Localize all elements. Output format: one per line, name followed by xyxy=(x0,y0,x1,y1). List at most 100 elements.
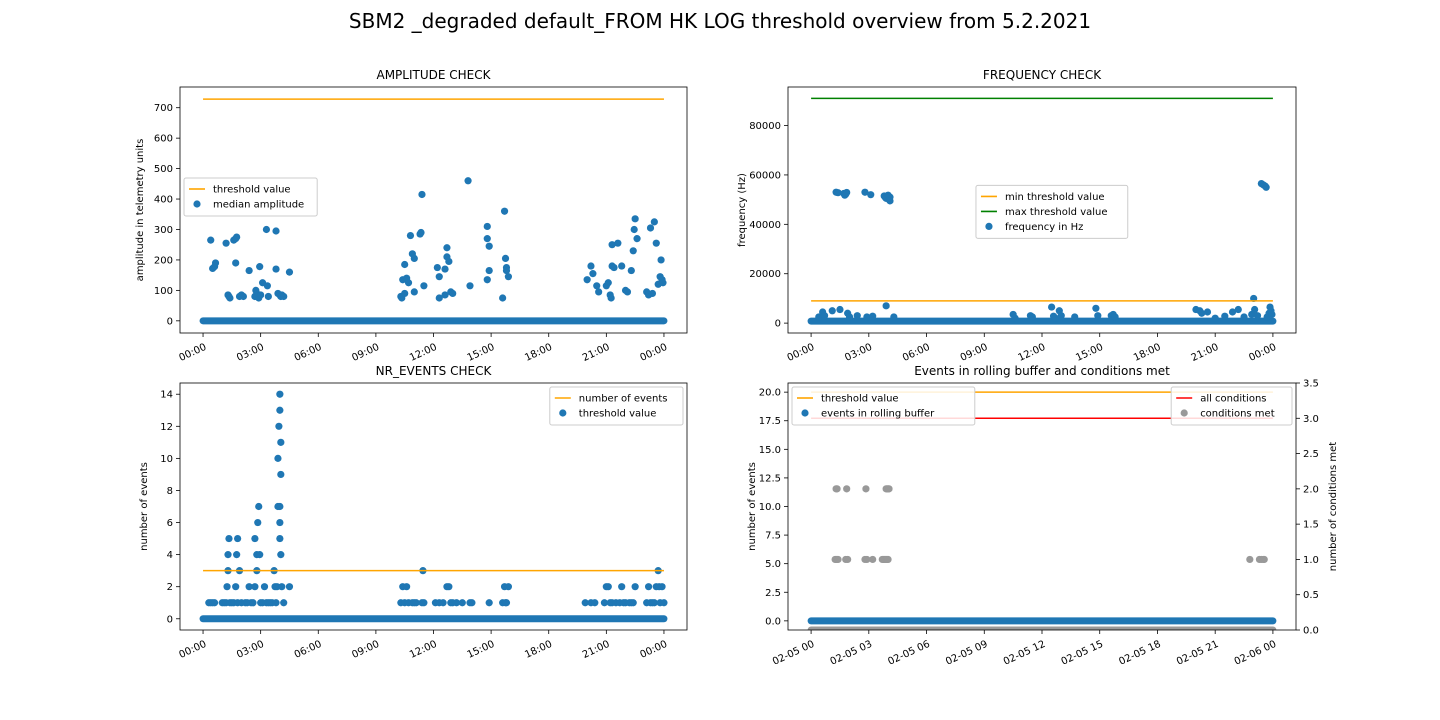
legend-label: all conditions xyxy=(1200,394,1266,405)
legend: threshold value events in rolling buffer xyxy=(791,386,976,426)
y-tick-label: 10.0 xyxy=(759,502,781,513)
data-point xyxy=(401,260,409,269)
legend-label: threshold value xyxy=(579,409,657,420)
data-point xyxy=(836,305,844,314)
y-tick-label: 200 xyxy=(154,255,173,266)
y-tick-label: 700 xyxy=(154,103,173,114)
data-point xyxy=(264,292,272,301)
data-point xyxy=(483,276,491,284)
data-point xyxy=(255,502,263,511)
data-point xyxy=(223,583,231,591)
x-tick-label: 12:00 xyxy=(408,342,439,364)
data-point xyxy=(833,485,841,493)
data-point xyxy=(501,254,510,263)
data-point xyxy=(234,534,242,543)
data-point xyxy=(629,247,637,255)
y2-tick-label: 2.5 xyxy=(1303,449,1319,460)
data-point xyxy=(863,555,871,564)
data-point xyxy=(657,256,665,264)
legend-label: threshold value xyxy=(821,394,899,405)
data-point xyxy=(251,583,259,591)
data-point xyxy=(445,583,453,591)
data-point xyxy=(233,233,241,241)
data-point xyxy=(441,265,449,273)
y-axis-label: frequency (Hz) xyxy=(737,173,748,247)
data-point xyxy=(650,599,658,607)
data-point xyxy=(844,555,852,564)
data-point xyxy=(232,583,240,591)
data-point xyxy=(245,583,253,591)
data-point xyxy=(225,534,233,543)
data-point xyxy=(885,485,893,493)
data-point xyxy=(646,224,655,232)
data-point xyxy=(600,599,609,607)
data-point xyxy=(276,390,284,398)
data-point xyxy=(1240,313,1248,321)
data-point xyxy=(591,599,599,607)
data-point xyxy=(604,583,612,591)
data-point xyxy=(280,292,288,301)
y-tick-label: 12.5 xyxy=(759,473,781,484)
x-tick-label: 15:00 xyxy=(466,342,497,364)
x-tick-label: 12:00 xyxy=(408,639,439,661)
x-tick-label: 15:00 xyxy=(466,639,497,661)
data-point xyxy=(1211,314,1219,322)
data-point xyxy=(256,551,264,559)
data-point xyxy=(1234,305,1242,314)
data-point xyxy=(659,279,667,287)
y-tick-label: 0 xyxy=(167,614,173,625)
y2-tick-label: 3.5 xyxy=(1303,379,1319,390)
data-point xyxy=(232,259,240,267)
data-point xyxy=(280,599,288,607)
x-tick-label: 02-05 12 xyxy=(1002,639,1047,668)
frequency-chart: FREQUENCY CHECK 0 20000 40000 60000 80000 00:0… xyxy=(737,68,1297,364)
data-point xyxy=(485,599,493,607)
x-tick-label: 03:00 xyxy=(843,342,874,364)
data-point xyxy=(1268,310,1276,319)
y-tick-label: 2 xyxy=(167,582,173,593)
plot-title: NR_EVENTS CHECK xyxy=(376,364,493,378)
data-point xyxy=(485,242,493,250)
x-tick-label: 21:00 xyxy=(581,342,612,364)
data-point xyxy=(417,228,425,237)
data-point xyxy=(276,534,284,543)
data-point xyxy=(207,236,215,244)
y-axis-label: amplitude in telemetry units xyxy=(135,139,146,282)
x-tick-label: 15:00 xyxy=(1074,342,1105,364)
x-tick-label: 02-05 06 xyxy=(886,639,931,668)
plot-title: FREQUENCY CHECK xyxy=(983,68,1102,82)
data-point xyxy=(239,292,247,301)
legend: threshold value median amplitude xyxy=(183,177,318,217)
data-point xyxy=(618,262,626,270)
data-point xyxy=(834,555,842,564)
data-point xyxy=(845,313,854,321)
y2-tick-label: 1.5 xyxy=(1303,520,1319,531)
legend-box xyxy=(1170,386,1293,426)
data-point xyxy=(210,599,219,607)
data-point xyxy=(435,273,443,281)
amplitude-chart: AMPLITUDE CHECK 0 100 200 300 400 500 600 700 00:… xyxy=(135,68,688,364)
data-point xyxy=(500,207,509,215)
data-point xyxy=(441,291,449,299)
x-tick-label: 00:00 xyxy=(638,342,669,364)
data-point xyxy=(1071,313,1079,321)
data-point xyxy=(604,279,612,287)
legend-label: median amplitude xyxy=(213,200,304,211)
data-point xyxy=(861,188,869,196)
x-tick-label: 06:00 xyxy=(901,342,932,364)
data-point xyxy=(869,555,877,564)
data-point xyxy=(1260,555,1268,564)
legend: min threshold value max threshold value fr… xyxy=(975,184,1129,239)
data-point xyxy=(1011,314,1019,322)
x-tick-label: 02-05 18 xyxy=(1117,639,1162,668)
x-tick-label: 06:00 xyxy=(293,342,324,364)
x-tick-label: 09:00 xyxy=(350,342,381,364)
data-point xyxy=(449,289,457,298)
data-point xyxy=(1048,303,1056,311)
y-tick-label: 100 xyxy=(154,286,173,297)
legend-point-marker xyxy=(1180,409,1188,417)
legend-label: min threshold value xyxy=(1005,192,1105,203)
data-point xyxy=(439,599,447,607)
data-point xyxy=(627,266,635,275)
